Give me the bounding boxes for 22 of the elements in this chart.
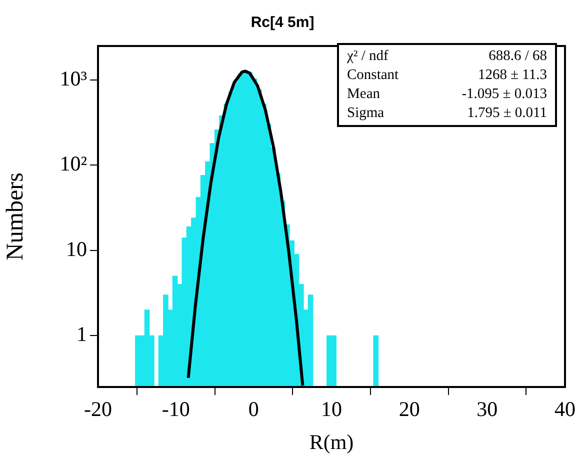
x-tick-label: 40 [554, 397, 576, 422]
annotation: 1268 ± 11.3 [476, 67, 547, 84]
x-axis-title: R(m) [309, 430, 354, 454]
annotation: Mean [347, 86, 382, 103]
annotation: χ² / ndf [347, 48, 390, 65]
y-tick-label: 10² [60, 152, 87, 176]
chart-title: Rc[4 5m] [250, 14, 314, 32]
annotation: Sigma [347, 105, 386, 122]
y-axis-title: Numbers [2, 172, 29, 260]
y-tick-label: 10 [66, 236, 87, 261]
annotation: 688.6 / 68 [488, 48, 547, 65]
x-tick-label: -20 [84, 397, 112, 422]
y-tick-label: 1 [76, 322, 87, 346]
x-tick-label: -10 [162, 397, 190, 422]
annotation: Constant [347, 67, 400, 84]
annotation: 1.795 ± 0.011 [466, 105, 547, 122]
x-tick-label: 30 [476, 397, 498, 422]
annotation: -1.095 ± 0.013 [460, 86, 547, 103]
y-tick-label: 10³ [60, 66, 87, 90]
x-tick-label: 0 [248, 397, 259, 422]
x-tick-label: 20 [398, 397, 420, 422]
x-tick-label: 10 [321, 397, 342, 422]
